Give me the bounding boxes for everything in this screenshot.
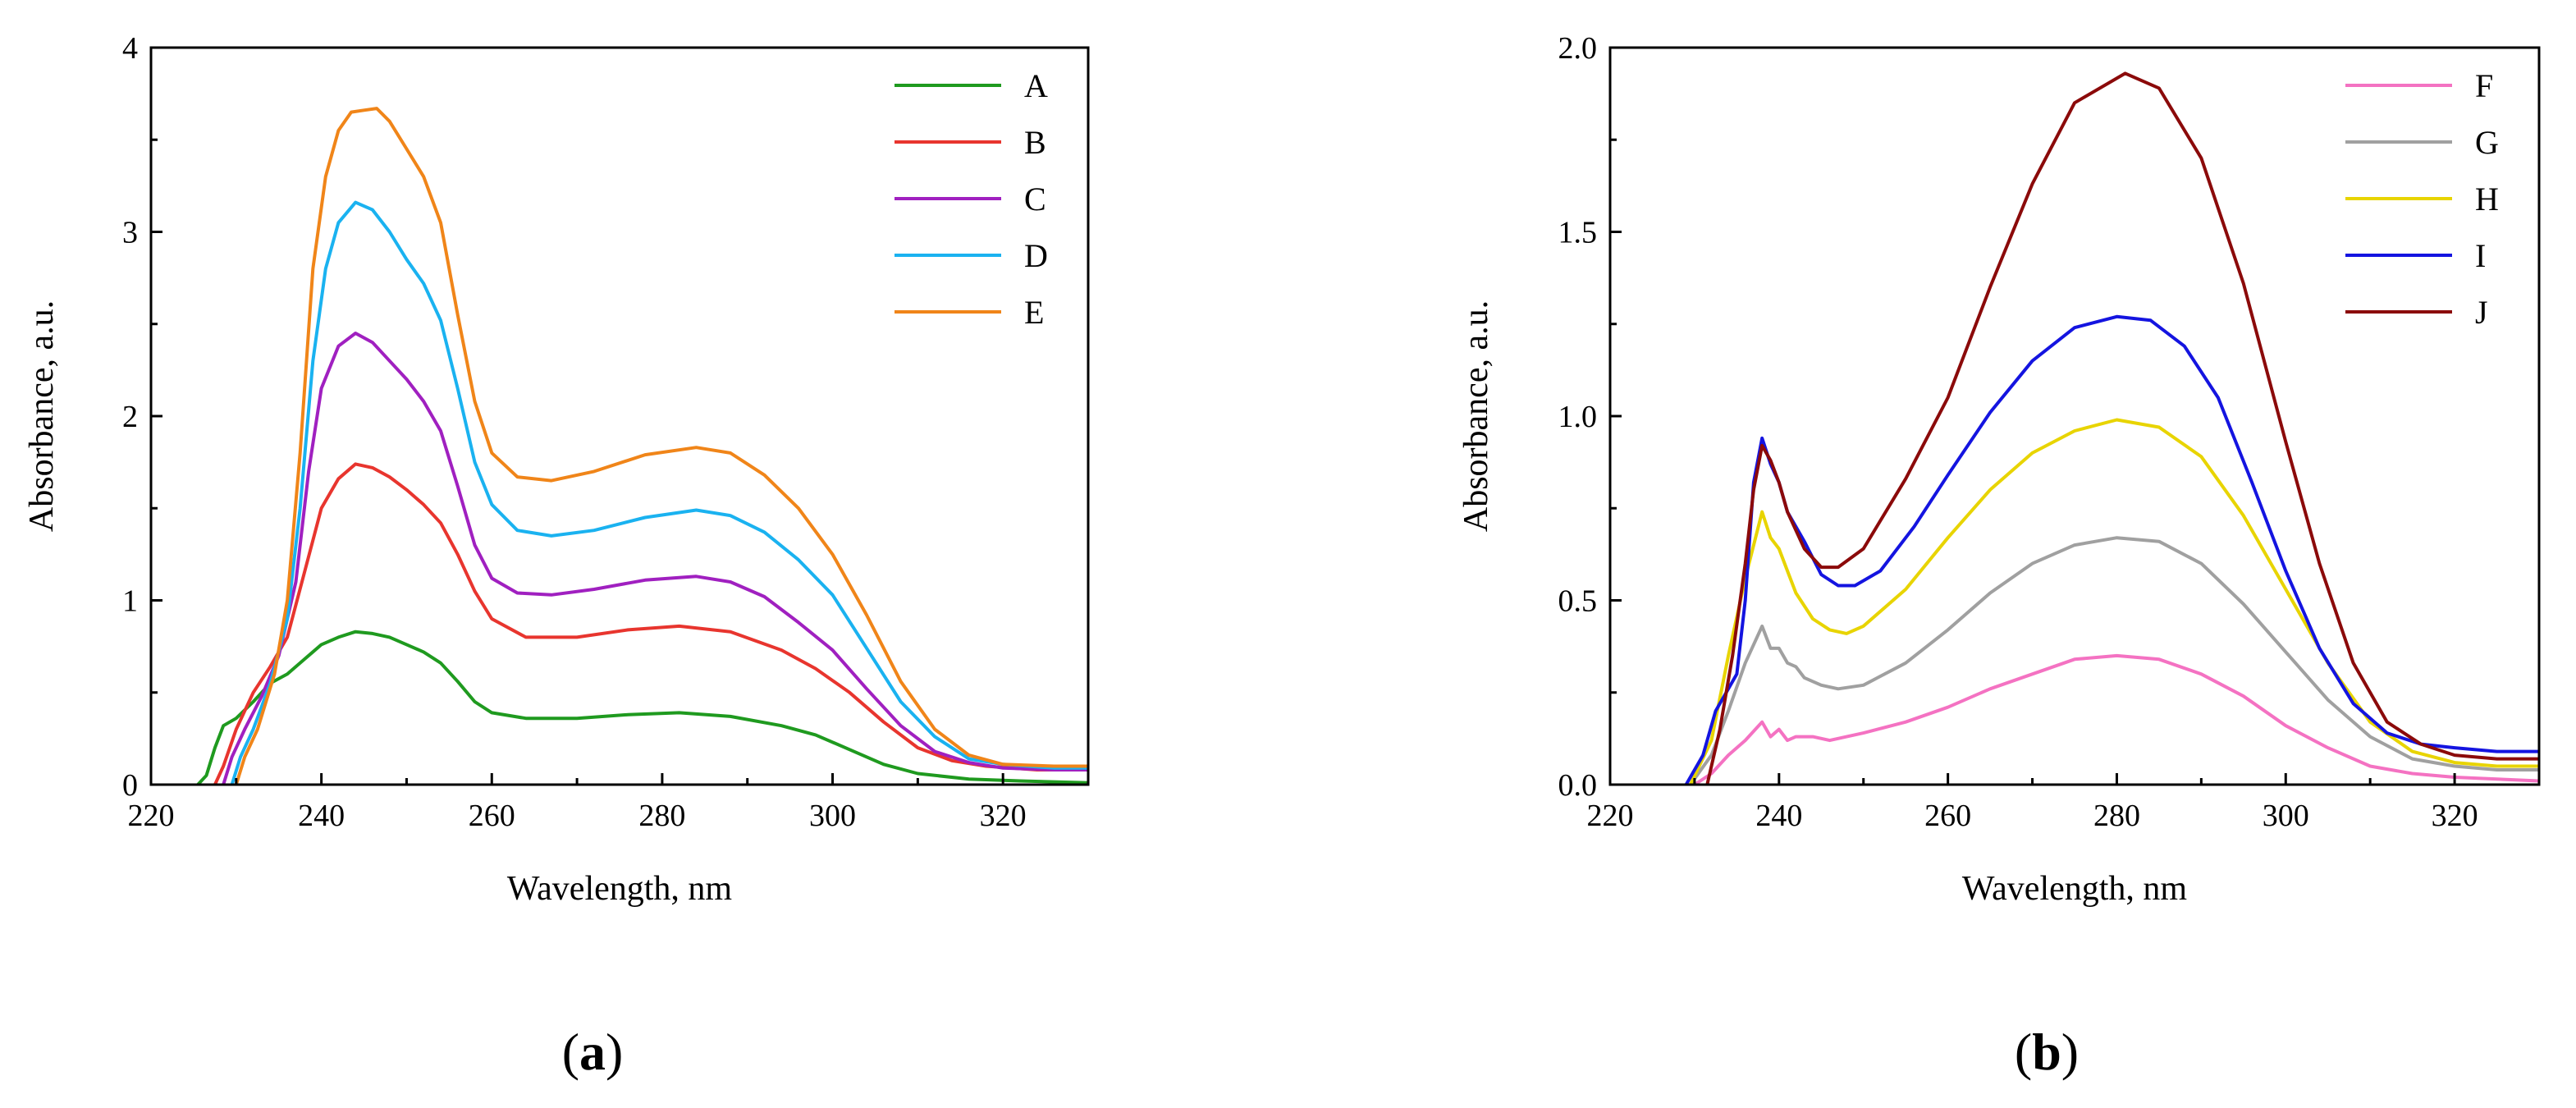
panel-label: (a) <box>562 1023 624 1081</box>
legend-label-J: J <box>2475 294 2488 331</box>
series-line-I <box>1684 314 2539 785</box>
x-tick-label: 260 <box>469 799 515 833</box>
series-line-A <box>196 630 1088 785</box>
panel-label: (b) <box>2015 1023 2079 1081</box>
series-line-H <box>1688 418 2539 785</box>
x-tick-label: 320 <box>2432 799 2478 833</box>
series-line-C <box>222 332 1088 785</box>
y-axis-title: Absorbance, a.u. <box>1457 300 1495 532</box>
y-tick-label: 4 <box>122 31 138 66</box>
series-line-B <box>213 462 1088 785</box>
x-tick-label: 320 <box>980 799 1027 833</box>
y-tick-label: 3 <box>122 216 138 250</box>
panel-label-close: ) <box>606 1023 623 1081</box>
panel-label-open: ( <box>2015 1023 2032 1081</box>
x-tick-label: 300 <box>2263 799 2309 833</box>
legend-label-B: B <box>1024 124 1046 161</box>
x-tick-label: 220 <box>1587 799 1634 833</box>
x-tick-label: 240 <box>298 799 345 833</box>
legend-label-E: E <box>1024 294 1044 331</box>
x-tick-label: 220 <box>128 799 175 833</box>
legend-label-D: D <box>1024 237 1048 274</box>
x-tick-label: 280 <box>2093 799 2140 833</box>
plot-frame <box>1608 46 2541 786</box>
legend-label-I: I <box>2475 237 2486 274</box>
panel-label-letter: b <box>2032 1023 2061 1081</box>
x-tick-label: 240 <box>1755 799 1802 833</box>
plot-frame <box>149 46 1090 786</box>
y-tick-label: 2.0 <box>1558 31 1598 66</box>
panel-label-letter: a <box>579 1023 606 1081</box>
legend-label-G: G <box>2475 124 2499 161</box>
x-tick-label: 300 <box>809 799 856 833</box>
y-tick-label: 1 <box>122 584 138 619</box>
series-line-D <box>230 200 1088 785</box>
legend-label-F: F <box>2475 67 2493 104</box>
chart-panel-b: 220 240 260 280 300 320 0.0 0.5 1.0 1.5 2.0 Wavelen… <box>1457 31 2541 1081</box>
x-tick-label: 280 <box>638 799 685 833</box>
x-axis-title: Wavelength, nm <box>507 870 733 908</box>
chart-panel-a: 220 240 260 280 300 320 0 1 2 3 4 Wavelength, nm Abs… <box>23 31 1090 1081</box>
series-line-G <box>1689 536 2539 785</box>
legend-label-C: C <box>1024 181 1046 217</box>
y-axis-title: Absorbance, a.u. <box>23 300 61 532</box>
panel-label-open: ( <box>562 1023 579 1081</box>
legend-label-H: H <box>2475 181 2499 217</box>
y-tick-label: 2 <box>122 400 138 434</box>
x-tick-label: 260 <box>1924 799 1971 833</box>
y-tick-label: 0.5 <box>1558 584 1598 619</box>
y-tick-label: 0 <box>122 768 138 803</box>
panel-label-close: ) <box>2061 1023 2079 1081</box>
series-group <box>1684 71 2539 785</box>
series-line-J <box>1705 71 2539 785</box>
y-tick-label: 1.0 <box>1558 400 1598 434</box>
x-axis-title: Wavelength, nm <box>1962 870 2188 908</box>
legend-label-A: A <box>1024 67 1048 104</box>
series-group <box>196 107 1088 785</box>
series-line-F <box>1693 653 2539 785</box>
series-line-E <box>234 107 1088 785</box>
y-tick-label: 0.0 <box>1558 768 1598 803</box>
y-tick-label: 1.5 <box>1558 216 1598 250</box>
